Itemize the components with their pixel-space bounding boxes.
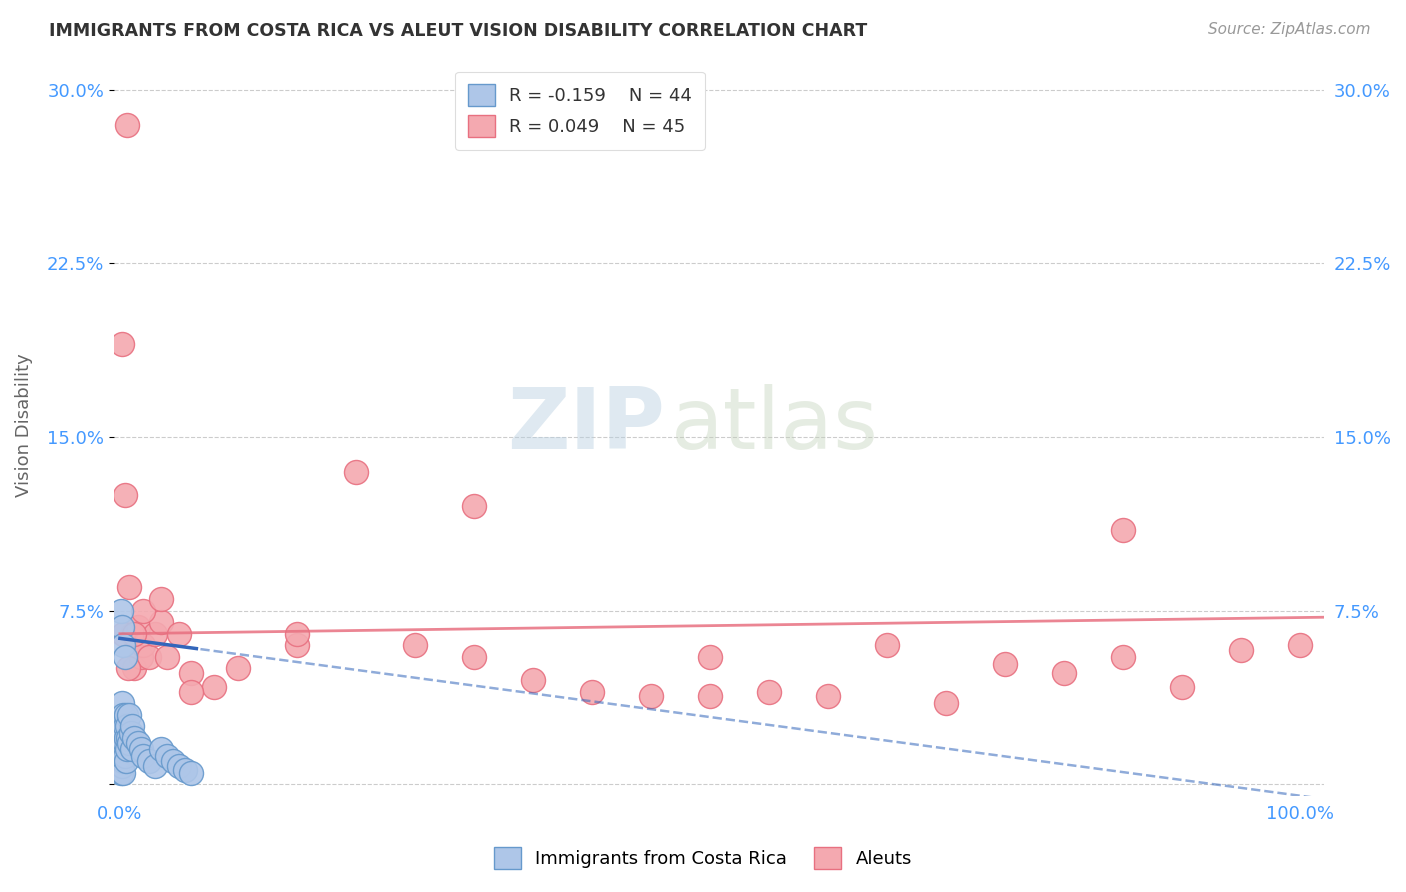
Point: [114, 731, 136, 745]
Point: [143, 626, 166, 640]
Point: [167, 626, 190, 640]
Point: [876, 638, 898, 652]
Point: [150, 615, 173, 630]
Point: [138, 649, 160, 664]
Point: [121, 626, 143, 640]
Point: [110, 765, 132, 780]
Point: [112, 742, 135, 756]
Point: [994, 657, 1017, 671]
Point: [758, 684, 780, 698]
Point: [110, 754, 132, 768]
Point: [180, 684, 202, 698]
Point: [1289, 638, 1312, 652]
Point: [285, 638, 308, 652]
Point: [132, 604, 155, 618]
Point: [138, 754, 160, 768]
Point: [114, 488, 136, 502]
Point: [110, 731, 132, 745]
Point: [129, 649, 152, 664]
Point: [285, 626, 308, 640]
Point: [522, 673, 544, 687]
Point: [173, 764, 195, 778]
Point: [122, 731, 145, 745]
Point: [111, 620, 134, 634]
Point: [463, 649, 485, 664]
Point: [114, 754, 136, 768]
Point: [202, 680, 225, 694]
Text: IMMIGRANTS FROM COSTA RICA VS ALEUT VISION DISABILITY CORRELATION CHART: IMMIGRANTS FROM COSTA RICA VS ALEUT VISI…: [49, 22, 868, 40]
Point: [129, 742, 152, 756]
Point: [167, 758, 190, 772]
Legend: Immigrants from Costa Rica, Aleuts: Immigrants from Costa Rica, Aleuts: [486, 839, 920, 876]
Point: [112, 754, 135, 768]
Point: [114, 649, 136, 664]
Point: [111, 758, 134, 772]
Point: [143, 758, 166, 772]
Text: ZIP: ZIP: [506, 384, 665, 467]
Point: [111, 735, 134, 749]
Point: [817, 690, 839, 704]
Point: [117, 661, 139, 675]
Point: [1112, 523, 1135, 537]
Point: [127, 735, 149, 749]
Point: [150, 742, 173, 756]
Point: [1053, 666, 1076, 681]
Point: [226, 661, 249, 675]
Point: [114, 735, 136, 749]
Point: [180, 765, 202, 780]
Point: [404, 638, 426, 652]
Point: [111, 749, 134, 764]
Point: [120, 726, 142, 740]
Point: [112, 626, 135, 640]
Point: [1230, 643, 1253, 657]
Point: [156, 749, 179, 764]
Point: [118, 581, 141, 595]
Point: [127, 620, 149, 634]
Legend: R = -0.159    N = 44, R = 0.049    N = 45: R = -0.159 N = 44, R = 0.049 N = 45: [456, 71, 704, 150]
Point: [115, 118, 138, 132]
Point: [699, 690, 721, 704]
Point: [110, 742, 132, 756]
Point: [115, 719, 138, 733]
Point: [1112, 649, 1135, 664]
Point: [122, 661, 145, 675]
Point: [118, 735, 141, 749]
Point: [180, 666, 202, 681]
Point: [111, 719, 134, 733]
Point: [156, 649, 179, 664]
Point: [640, 690, 662, 704]
Point: [110, 604, 132, 618]
Point: [121, 719, 143, 733]
Point: [1171, 680, 1194, 694]
Point: [162, 754, 184, 768]
Point: [111, 337, 134, 351]
Point: [132, 638, 155, 652]
Point: [115, 742, 138, 756]
Point: [150, 592, 173, 607]
Text: atlas: atlas: [671, 384, 879, 467]
Point: [118, 707, 141, 722]
Point: [132, 749, 155, 764]
Point: [114, 707, 136, 722]
Y-axis label: Vision Disability: Vision Disability: [15, 353, 32, 498]
Point: [112, 726, 135, 740]
Point: [114, 749, 136, 764]
Point: [463, 500, 485, 514]
Text: Source: ZipAtlas.com: Source: ZipAtlas.com: [1208, 22, 1371, 37]
Point: [111, 696, 134, 710]
Point: [935, 696, 957, 710]
Point: [699, 649, 721, 664]
Point: [117, 731, 139, 745]
Point: [114, 719, 136, 733]
Point: [121, 742, 143, 756]
Point: [581, 684, 603, 698]
Point: [112, 765, 135, 780]
Point: [344, 465, 367, 479]
Point: [112, 707, 135, 722]
Point: [112, 638, 135, 652]
Point: [122, 626, 145, 640]
